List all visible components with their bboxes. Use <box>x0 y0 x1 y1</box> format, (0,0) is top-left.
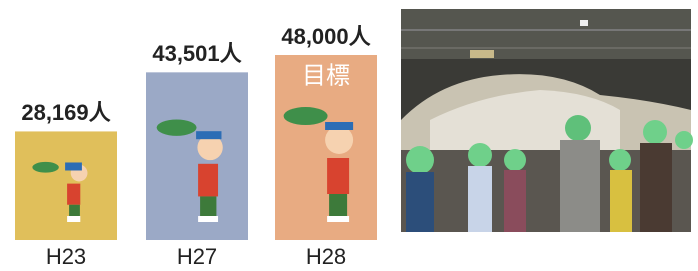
shoes <box>198 216 218 222</box>
body <box>327 158 349 194</box>
body <box>67 184 80 205</box>
body <box>198 164 218 197</box>
legs <box>200 196 216 216</box>
shoes <box>67 216 80 222</box>
bar <box>146 72 248 240</box>
photo <box>401 9 693 232</box>
bar <box>15 131 117 240</box>
category-label: H23 <box>46 244 86 269</box>
shoes <box>327 216 349 222</box>
category-label: H28 <box>306 244 346 269</box>
legs <box>329 194 347 216</box>
head <box>325 126 353 154</box>
branch <box>284 107 328 125</box>
category-label: H27 <box>177 244 217 269</box>
cap <box>65 162 82 170</box>
annotation: 目標 <box>302 62 350 89</box>
branch <box>157 120 197 136</box>
value-label: 28,169人 <box>21 100 110 125</box>
cap <box>196 131 221 139</box>
page: 28,169人 H23 43,501人 H27 48,000人 H28 目標 <box>0 0 698 271</box>
chart: 28,169人 H23 43,501人 H27 48,000人 H28 目標 <box>15 24 377 269</box>
cap <box>325 122 353 130</box>
legs <box>69 205 80 218</box>
value-label: 48,000人 <box>281 24 370 49</box>
value-label: 43,501人 <box>152 41 241 66</box>
branch <box>32 162 58 173</box>
